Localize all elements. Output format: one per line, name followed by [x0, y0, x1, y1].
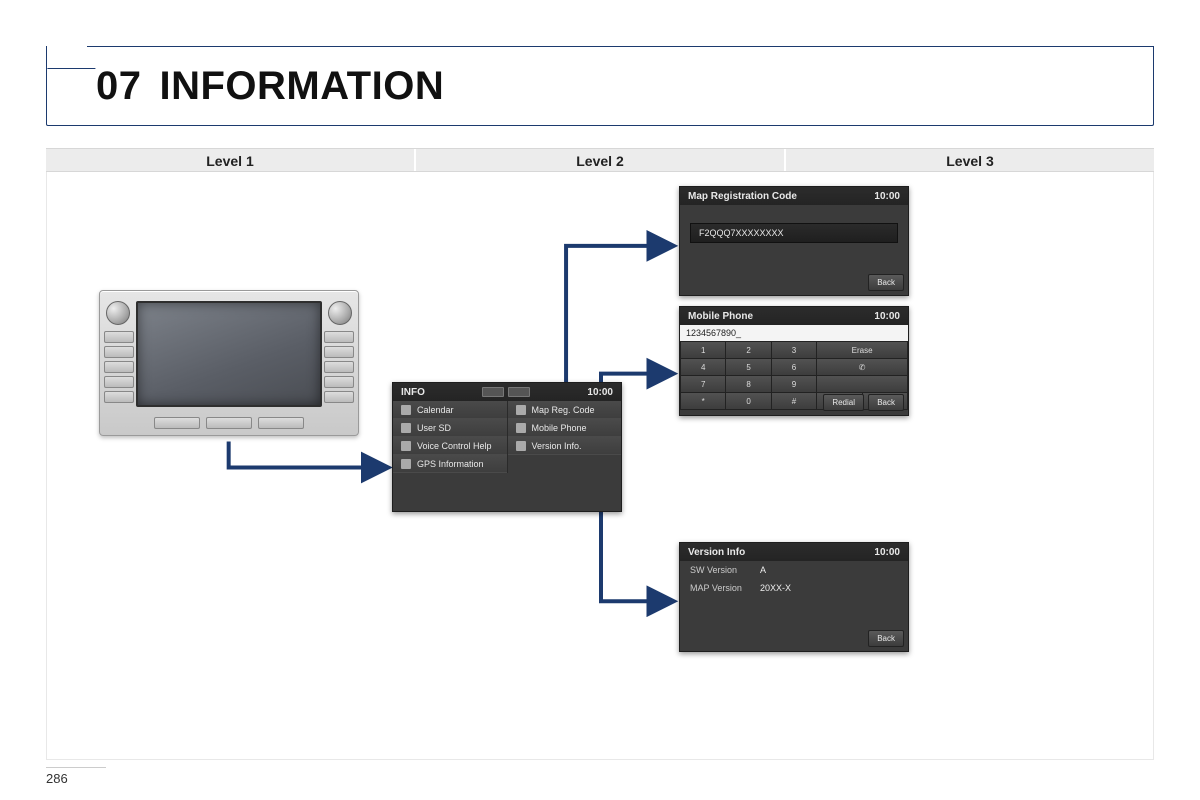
key-7[interactable]: 7 — [681, 376, 725, 392]
calendar-icon — [401, 405, 411, 415]
menu-item-version-info[interactable]: Version Info. — [508, 437, 622, 455]
clock-label: 10:00 — [587, 387, 613, 398]
menu-item-mobile-phone[interactable]: Mobile Phone — [508, 419, 622, 437]
info-columns: Calendar User SD Voice Control Help GPS … — [393, 401, 621, 473]
redial-button[interactable]: Redial — [823, 394, 864, 411]
phone-icon — [516, 423, 526, 433]
info-panel-header: INFO 10:00 — [393, 383, 621, 401]
phone-header: Mobile Phone 10:00 — [680, 307, 908, 325]
menu-item-gps-info[interactable]: GPS Information — [393, 455, 507, 473]
reg-code-field: F2QQQ7XXXXXXXX — [690, 223, 898, 243]
key-8[interactable]: 8 — [726, 376, 770, 392]
key-0[interactable]: 0 — [726, 393, 770, 409]
device-screen — [136, 301, 322, 407]
menu-item-calendar[interactable]: Calendar — [393, 401, 507, 419]
key-star[interactable]: * — [681, 393, 725, 409]
clock-label: 10:00 — [874, 547, 900, 558]
key-3[interactable]: 3 — [772, 342, 816, 358]
map-reg-header: Map Registration Code 10:00 — [680, 187, 908, 205]
chapter-name: INFORMATION — [160, 64, 445, 108]
gps-icon — [401, 459, 411, 469]
back-button[interactable]: Back — [868, 630, 904, 647]
mic-icon — [401, 441, 411, 451]
level-header-bar: Level 1 Level 2 Level 3 — [46, 148, 1154, 172]
mobile-phone-panel: Mobile Phone 10:00 1234567890_ 1 2 3 Era… — [679, 306, 909, 416]
sw-version-row: SW Version A — [680, 561, 908, 579]
chapter-number: 07 — [96, 64, 142, 108]
level-1-header: Level 1 — [46, 149, 416, 171]
menu-item-voice-help[interactable]: Voice Control Help — [393, 437, 507, 455]
key-hash[interactable]: # — [772, 393, 816, 409]
right-button-column — [324, 331, 354, 403]
clock-label: 10:00 — [874, 311, 900, 322]
phone-title: Mobile Phone — [688, 311, 753, 322]
key-9[interactable]: 9 — [772, 376, 816, 392]
clock-label: 10:00 — [874, 191, 900, 202]
key-6[interactable]: 6 — [772, 359, 816, 375]
phone-number-display: 1234567890_ — [680, 325, 908, 341]
info-title: INFO — [401, 387, 425, 398]
level-3-header: Level 3 — [786, 149, 1154, 171]
map-reg-panel: Map Registration Code 10:00 F2QQQ7XXXXXX… — [679, 186, 909, 296]
back-button[interactable]: Back — [868, 274, 904, 291]
left-button-column — [104, 331, 134, 403]
bottom-button-row — [150, 417, 308, 429]
header-tabs — [482, 387, 530, 397]
left-knob-icon — [106, 301, 130, 325]
key-2[interactable]: 2 — [726, 342, 770, 358]
key-4[interactable]: 4 — [681, 359, 725, 375]
map-reg-title: Map Registration Code — [688, 191, 797, 202]
sd-icon — [401, 423, 411, 433]
menu-item-user-sd[interactable]: User SD — [393, 419, 507, 437]
diagram-canvas: INFO 10:00 Calendar User SD Voice Contro… — [46, 172, 1154, 760]
chapter-title: 07 INFORMATION — [96, 64, 444, 109]
menu-item-map-reg[interactable]: Map Reg. Code — [508, 401, 622, 419]
key-5[interactable]: 5 — [726, 359, 770, 375]
info-icon — [516, 441, 526, 451]
version-info-panel: Version Info 10:00 SW Version A MAP Vers… — [679, 542, 909, 652]
key-blank — [817, 376, 907, 392]
key-call[interactable]: ✆ — [817, 359, 907, 375]
info-menu-panel: INFO 10:00 Calendar User SD Voice Contro… — [392, 382, 622, 512]
version-header: Version Info 10:00 — [680, 543, 908, 561]
back-button[interactable]: Back — [868, 394, 904, 411]
map-icon — [516, 405, 526, 415]
right-knob-icon — [328, 301, 352, 325]
level-2-header: Level 2 — [416, 149, 786, 171]
map-version-row: MAP Version 20XX-X — [680, 579, 908, 597]
key-erase[interactable]: Erase — [817, 342, 907, 358]
version-title: Version Info — [688, 547, 745, 558]
key-1[interactable]: 1 — [681, 342, 725, 358]
page-number: 286 — [46, 767, 106, 786]
head-unit-device — [99, 290, 359, 436]
